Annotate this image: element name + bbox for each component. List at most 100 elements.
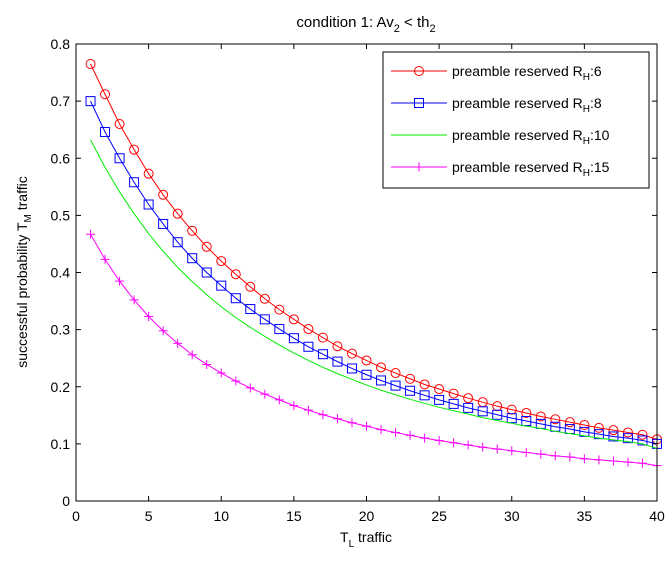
data-point [376,375,387,386]
data-point [245,304,256,315]
data-point [332,341,343,352]
data-point [622,427,633,438]
data-point [564,417,575,428]
data-point [449,438,459,448]
data-point [158,326,168,336]
data-point [637,435,648,446]
series-line [90,233,658,467]
data-point [274,395,284,405]
data-point [550,414,561,425]
y-tick-label: 0.7 [51,93,71,109]
y-tick-label: 0.5 [51,207,71,223]
data-point [405,373,416,384]
data-point [346,348,357,359]
data-point [405,430,415,440]
legend-entry-label: preamble reserved RH:10 [452,127,610,147]
data-point [187,225,198,236]
series-line [90,63,658,440]
x-tick-label: 0 [72,508,80,524]
data-point [420,433,430,443]
data-point [317,332,328,343]
data-point [129,144,140,155]
data-point [347,418,357,428]
legend-entry-suffix: :8 [590,95,602,111]
data-point [259,314,270,325]
x-tick-label: 10 [213,508,229,524]
data-point [158,218,169,229]
legend-box [382,51,650,189]
y-tick-label: 0 [62,493,70,509]
data-point [376,362,387,373]
data-point [419,379,430,390]
data-point [288,333,299,344]
data-point [303,405,313,415]
data-point [361,355,372,366]
data-point [608,456,618,466]
data-point [201,267,212,278]
data-point [303,324,314,335]
data-point [565,452,575,462]
legend-entry-main: preamble reserved R [452,95,583,111]
data-point [260,389,270,399]
legend-entry-main: preamble reserved R [452,127,583,143]
data-point [478,442,488,452]
legend-swatch-marker [414,66,424,76]
data-point [216,280,227,291]
data-point [143,168,154,179]
data-point [637,429,648,440]
x-axis-label-sub: L [349,539,355,550]
data-point [448,388,459,399]
data-point [231,376,241,386]
x-tick-label: 35 [577,508,593,524]
data-point [202,359,212,369]
data-point [187,350,197,360]
data-point [172,208,183,219]
y-tick-label: 0.4 [51,265,71,281]
chart-title-sub1: 2 [394,23,400,35]
legend-entry-suffix: :15 [590,159,610,175]
chart-title: condition 1: Av2 < th2 [296,14,435,35]
data-point [434,394,445,405]
x-tick-label: 15 [286,508,302,524]
data-point [594,455,604,465]
data-point [434,435,444,445]
tick-layer: 0 5 10 15 20 25 30 35 40 0 0.1 0.2 0.3 0.4 0.5 0.6 0.7 0.… [51,36,665,524]
data-point [114,153,125,164]
data-point [100,89,111,100]
data-point [391,427,401,437]
legend-entry-label: preamble reserved RH:15 [452,159,610,179]
series-0 [85,58,662,445]
data-point [521,408,532,419]
data-point [579,454,589,464]
data-point [492,409,503,420]
data-point [100,254,110,264]
data-point [85,58,96,69]
data-point [259,293,270,304]
data-point [274,304,285,315]
y-tick-label: 0.6 [51,150,71,166]
data-point [376,425,386,435]
data-point [448,398,459,409]
data-point [536,449,546,459]
x-axis-label-main: T [340,529,349,545]
data-point [230,269,241,280]
data-point [463,440,473,450]
data-point [521,416,532,427]
y-axis-label-rest: traffic [14,176,30,214]
series-line [90,139,658,449]
legend-entry-suffix: :6 [590,63,602,79]
data-point [346,363,357,374]
data-point [535,411,546,422]
series-line [90,100,658,445]
chart-title-sub2: 2 [429,23,435,35]
data-point [419,390,430,401]
y-tick-label: 0.3 [51,322,71,338]
legend-entry-suffix: :10 [590,127,610,143]
legend-swatch-marker [414,162,424,172]
data-point [129,295,139,305]
series-layer [85,58,662,471]
data-point [144,311,154,321]
data-point [361,369,372,380]
data-point [477,406,488,417]
